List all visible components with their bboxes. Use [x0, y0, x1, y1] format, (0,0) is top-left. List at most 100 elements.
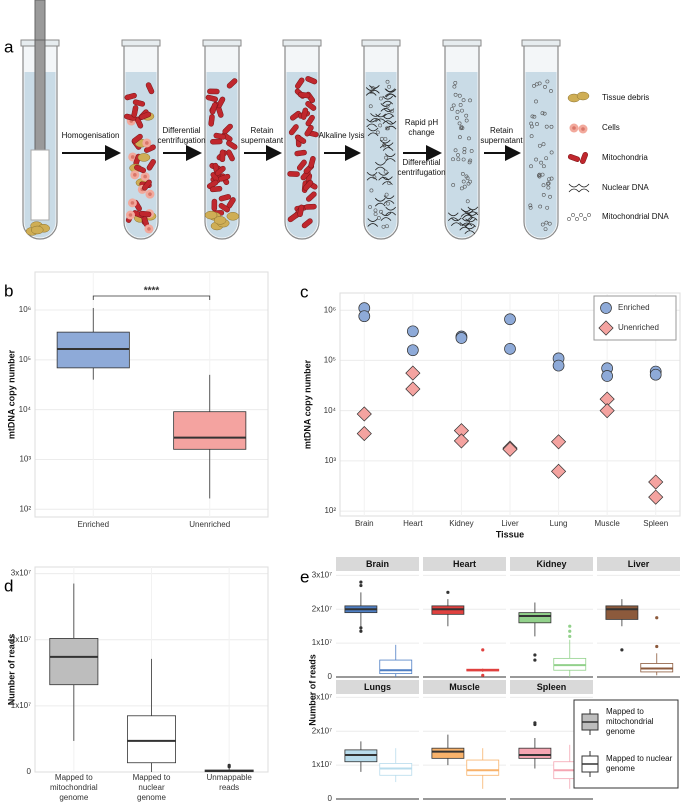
mtdna-icon — [530, 114, 535, 119]
cell-nucleus — [130, 155, 135, 159]
point — [552, 359, 565, 372]
mtdna-icon — [528, 203, 533, 208]
outlier — [359, 629, 363, 633]
nuclear-dna-icon — [385, 88, 397, 98]
mtdna-icon — [373, 212, 378, 216]
y-tick-label: 0 — [27, 767, 32, 776]
nuclear-dna-icon — [578, 183, 590, 193]
mitochondrion-icon — [207, 88, 220, 95]
x-tick-label: mitochondrial — [50, 783, 98, 792]
mitochondrion-icon — [304, 203, 317, 210]
cell-nucleus — [148, 192, 152, 196]
y-tick-label: 1x10⁷ — [312, 760, 332, 769]
mtdna-icon — [541, 164, 546, 169]
x-tick-label: nuclear — [138, 783, 165, 792]
nuclear-dna-icon — [383, 108, 395, 117]
mtdna-icon — [538, 204, 543, 209]
mtdna-icon — [458, 103, 463, 107]
x-tick-label: reads — [219, 783, 239, 792]
mitochondrion-icon — [296, 159, 307, 171]
mitochondrion-icon — [213, 132, 226, 140]
mtdna-icon — [539, 160, 543, 165]
x-tick-label: Muscle — [594, 519, 620, 528]
mitochondrion-icon — [209, 185, 223, 193]
mtdna-icon — [372, 175, 377, 180]
outlier — [533, 721, 537, 725]
nuclear-dna-icon — [461, 217, 473, 227]
mtdna-icon — [571, 213, 575, 217]
outlier — [533, 658, 537, 662]
mitochondrion-icon — [288, 124, 299, 136]
mitochondrion-icon — [305, 101, 317, 111]
point — [648, 489, 664, 505]
panel-label: e — [300, 567, 309, 586]
y-axis-title: mtDNA copy number — [302, 359, 312, 449]
mitochondrion-icon — [134, 116, 144, 129]
outlier — [568, 629, 572, 633]
mitochondrion-icon — [218, 194, 232, 202]
point — [407, 344, 419, 357]
mtdna-icon — [452, 84, 457, 89]
x-tick-label: Mapped to — [133, 773, 171, 782]
mitochondrion-icon — [134, 164, 147, 174]
outlier — [359, 583, 363, 588]
outlier — [533, 653, 537, 657]
mtdna-icon — [536, 173, 541, 178]
mtdna-icon — [381, 224, 386, 229]
mitochondrion-icon — [216, 96, 226, 109]
mtdna-icon — [567, 217, 571, 221]
x-axis-title: Tissue — [496, 529, 524, 539]
cell-nucleus — [130, 201, 135, 205]
mtdna-icon — [544, 124, 549, 129]
mtdna-icon — [460, 108, 464, 113]
mtdna-icon — [368, 104, 373, 109]
point — [356, 426, 372, 442]
mitochondrion-icon — [210, 138, 223, 145]
box — [466, 759, 500, 776]
mtdna-icon — [545, 79, 550, 84]
legend-label: Mitochondrial DNA — [602, 212, 669, 221]
mtdna-icon — [386, 201, 390, 206]
legend-marker — [600, 302, 612, 314]
mtdna-icon — [529, 121, 534, 126]
nuclear-dna-icon — [380, 212, 392, 221]
mtdna-icon — [545, 181, 550, 186]
mitochondrion-icon — [295, 77, 305, 89]
cell-nucleus — [143, 174, 147, 179]
nuclear-dna-icon — [447, 212, 459, 222]
mtdna-icon — [546, 185, 551, 190]
mitochondrion-icon — [567, 154, 581, 162]
mtdna-icon — [385, 224, 389, 229]
legend-label: Mitochondria — [602, 153, 648, 162]
nuclear-dna-icon — [366, 171, 378, 181]
nuclear-dna-icon — [374, 197, 386, 207]
point — [358, 310, 371, 323]
point — [453, 423, 469, 439]
mtdna-icon — [546, 181, 551, 186]
mtdna-icon — [380, 136, 384, 141]
panel-label: c — [300, 282, 309, 301]
mitochondrion-icon — [300, 107, 309, 120]
mtdna-icon — [455, 116, 459, 120]
mtdna-icon — [579, 213, 583, 217]
mtdna-icon — [455, 109, 460, 114]
tube-rim — [521, 39, 561, 47]
x-tick-label: Unmappable — [206, 773, 252, 782]
mtdna-icon — [529, 164, 533, 169]
mtdna-icon — [451, 103, 456, 108]
mtdna-icon — [583, 217, 587, 221]
mtdna-icon — [575, 217, 579, 221]
tube-rim — [442, 39, 482, 47]
x-tick-label: Brain — [355, 519, 374, 528]
facet-strip — [510, 680, 593, 694]
mtdna-icon — [537, 81, 542, 86]
nuclear-dna-icon — [382, 176, 393, 185]
mitochondrion-icon — [305, 114, 315, 127]
mtdna-icon — [460, 171, 465, 176]
nuclear-dna-icon — [382, 95, 394, 105]
facet-strip — [510, 557, 593, 571]
mitochondrion-icon — [297, 204, 305, 217]
cell-nucleus — [128, 213, 133, 217]
mitochondrion-icon — [294, 134, 307, 144]
facet-title: Brain — [366, 559, 389, 569]
